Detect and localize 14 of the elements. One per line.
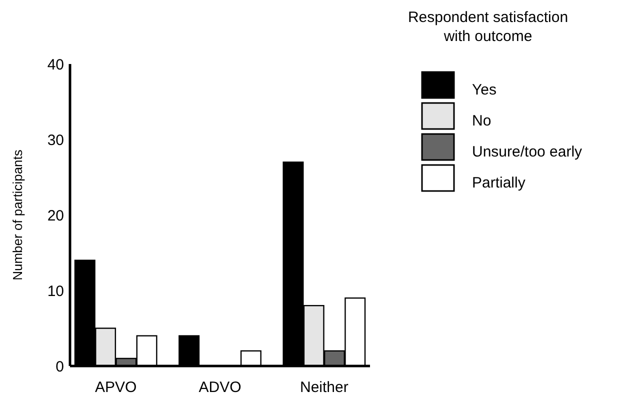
y-tick-label: 30 (47, 132, 64, 149)
y-tick-label: 10 (47, 282, 64, 300)
x-tick-label: APVO (94, 379, 137, 396)
legend-label: Yes (472, 81, 496, 98)
legend-label: Unsure/too early (472, 143, 583, 160)
y-tick-label: 40 (47, 56, 64, 74)
legend-label: Partially (472, 174, 526, 192)
y-axis-title: Number of participants (10, 149, 25, 280)
x-tick-label: Neither (300, 379, 348, 396)
legend-label: No (472, 112, 492, 130)
legend-title: Respondent satisfaction with outcome (408, 9, 568, 45)
x-tick-label: ADVO (198, 379, 242, 396)
y-tick-label: 20 (47, 207, 64, 224)
y-tick-label: 0 (56, 358, 64, 376)
